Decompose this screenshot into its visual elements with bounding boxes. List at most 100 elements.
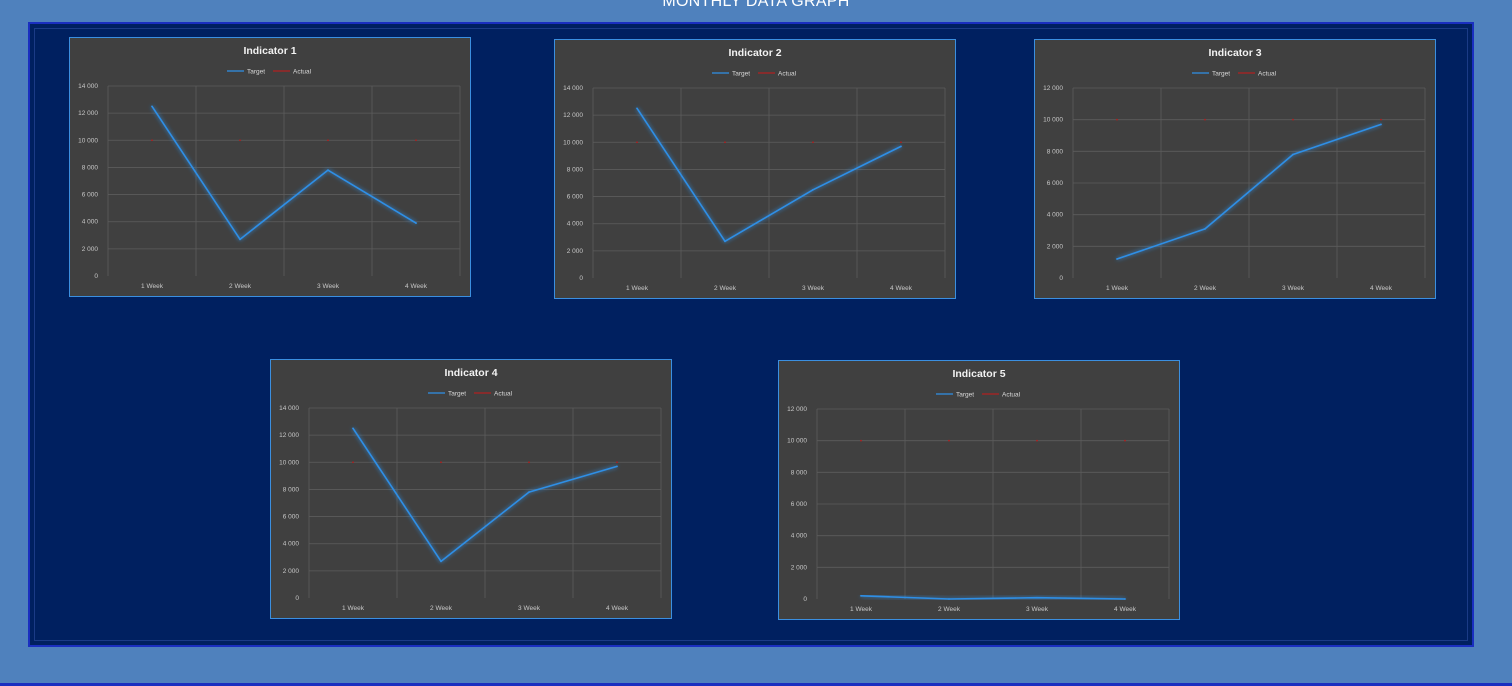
legend-label-actual: Actual xyxy=(1258,71,1277,78)
y-tick-label: 6 000 xyxy=(1047,180,1064,187)
data-point-target xyxy=(440,560,442,563)
y-tick-label: 10 000 xyxy=(787,438,807,445)
x-tick-label: 2 Week xyxy=(938,606,961,613)
chart-svg: Indicator 1 Target Actual 0 2 000 4 000 6 000 8… xyxy=(78,45,461,290)
x-tick-label: 4 Week xyxy=(890,285,913,292)
x-tick-label: 2 Week xyxy=(714,285,737,292)
data-point-target xyxy=(151,105,153,108)
y-tick-label: 14 000 xyxy=(78,83,98,90)
x-tick-label: 1 Week xyxy=(626,285,649,292)
chart-svg: Indicator 4 Target Actual 0 2 000 4 000 6 000 8… xyxy=(279,367,662,612)
data-point-actual xyxy=(616,461,618,464)
x-tick-label: 2 Week xyxy=(430,605,453,612)
data-point-target xyxy=(948,598,950,600)
y-tick-label: 8 000 xyxy=(283,486,300,493)
y-tick-label: 0 xyxy=(1059,275,1063,282)
legend-label-actual: Actual xyxy=(494,391,513,398)
data-point-actual xyxy=(636,141,638,144)
y-tick-label: 4 000 xyxy=(1047,212,1064,219)
y-tick-label: 6 000 xyxy=(283,514,300,521)
data-point-actual xyxy=(1380,118,1382,121)
data-point-actual xyxy=(1292,118,1294,121)
y-tick-label: 2 000 xyxy=(283,568,300,575)
data-point-target xyxy=(1124,598,1126,600)
data-point-actual xyxy=(352,461,354,464)
y-tick-label: 12 000 xyxy=(787,406,807,413)
chart-indicator-1: Indicator 1 Target Actual 0 2 000 4 000 6 000 8… xyxy=(69,37,471,297)
y-tick-label: 2 000 xyxy=(1047,243,1064,250)
data-point-target xyxy=(812,188,814,191)
x-tick-label: 4 Week xyxy=(1114,606,1137,613)
legend-label-target: Target xyxy=(732,71,750,78)
y-tick-label: 4 000 xyxy=(567,221,584,228)
x-tick-label: 3 Week xyxy=(317,283,340,290)
data-point-actual xyxy=(860,439,862,442)
data-point-actual xyxy=(151,139,153,142)
x-tick-label: 2 Week xyxy=(1194,285,1217,292)
legend-label-target: Target xyxy=(956,392,974,399)
data-point-target xyxy=(415,222,417,224)
page-title: MONTHLY DATA GRAPH xyxy=(662,0,850,10)
chart-title: Indicator 1 xyxy=(243,45,296,57)
y-tick-label: 0 xyxy=(295,595,299,602)
data-point-actual xyxy=(724,141,726,144)
bottom-border xyxy=(0,683,1512,686)
y-tick-label: 12 000 xyxy=(279,432,299,439)
legend-label-actual: Actual xyxy=(293,69,312,76)
y-tick-label: 4 000 xyxy=(283,541,300,548)
chart-svg: Indicator 2 Target Actual 0 2 000 4 000 6 000 8… xyxy=(563,47,946,292)
data-point-actual xyxy=(900,141,902,144)
legend-label-target: Target xyxy=(448,391,466,398)
x-tick-label: 1 Week xyxy=(1106,285,1129,292)
data-point-target xyxy=(1036,596,1038,599)
series-line-target xyxy=(1116,123,1382,260)
x-tick-label: 3 Week xyxy=(1026,606,1049,613)
y-tick-label: 10 000 xyxy=(1043,117,1063,124)
y-tick-label: 8 000 xyxy=(567,166,584,173)
chart-title: Indicator 4 xyxy=(444,367,497,379)
x-tick-label: 3 Week xyxy=(802,285,825,292)
y-tick-label: 10 000 xyxy=(563,139,583,146)
y-tick-label: 12 000 xyxy=(78,110,98,117)
chart-svg: Indicator 3 Target Actual 0 2 000 4 000 6 000 8… xyxy=(1043,47,1426,292)
chart-title: Indicator 2 xyxy=(728,47,781,59)
y-tick-label: 8 000 xyxy=(82,164,99,171)
y-tick-label: 4 000 xyxy=(791,533,808,540)
data-point-actual xyxy=(1036,439,1038,442)
y-tick-label: 12 000 xyxy=(563,112,583,119)
y-tick-label: 6 000 xyxy=(791,501,808,508)
y-tick-label: 8 000 xyxy=(791,469,808,476)
chart-indicator-2: Indicator 2 Target Actual 0 2 000 4 000 6 000 8… xyxy=(554,39,956,299)
legend-label-actual: Actual xyxy=(1002,392,1021,399)
x-tick-label: 4 Week xyxy=(1370,285,1393,292)
data-point-target xyxy=(724,240,726,243)
y-tick-label: 14 000 xyxy=(563,85,583,92)
x-tick-label: 1 Week xyxy=(342,605,365,612)
x-tick-label: 4 Week xyxy=(606,605,629,612)
data-point-actual xyxy=(812,141,814,144)
series-line-target xyxy=(151,105,417,241)
x-tick-label: 1 Week xyxy=(850,606,873,613)
y-tick-label: 0 xyxy=(94,273,98,280)
y-tick-label: 2 000 xyxy=(82,246,99,253)
data-point-target xyxy=(239,238,241,241)
chart-title: Indicator 5 xyxy=(952,368,1005,380)
data-point-actual xyxy=(440,461,442,464)
legend-label-actual: Actual xyxy=(778,71,797,78)
chart-title: Indicator 3 xyxy=(1208,47,1261,59)
data-point-target xyxy=(1204,228,1206,230)
y-tick-label: 6 000 xyxy=(567,194,584,201)
y-tick-label: 0 xyxy=(803,596,807,603)
legend-label-target: Target xyxy=(247,69,265,76)
data-point-target xyxy=(860,594,862,597)
data-point-actual xyxy=(415,139,417,142)
data-point-actual xyxy=(1116,118,1118,121)
x-tick-label: 2 Week xyxy=(229,283,252,290)
x-tick-label: 3 Week xyxy=(518,605,541,612)
y-tick-label: 2 000 xyxy=(791,564,808,571)
y-tick-label: 4 000 xyxy=(82,219,99,226)
y-tick-label: 2 000 xyxy=(567,248,584,255)
y-tick-label: 6 000 xyxy=(82,192,99,199)
data-point-target xyxy=(900,145,902,148)
series-line-target xyxy=(636,107,902,243)
